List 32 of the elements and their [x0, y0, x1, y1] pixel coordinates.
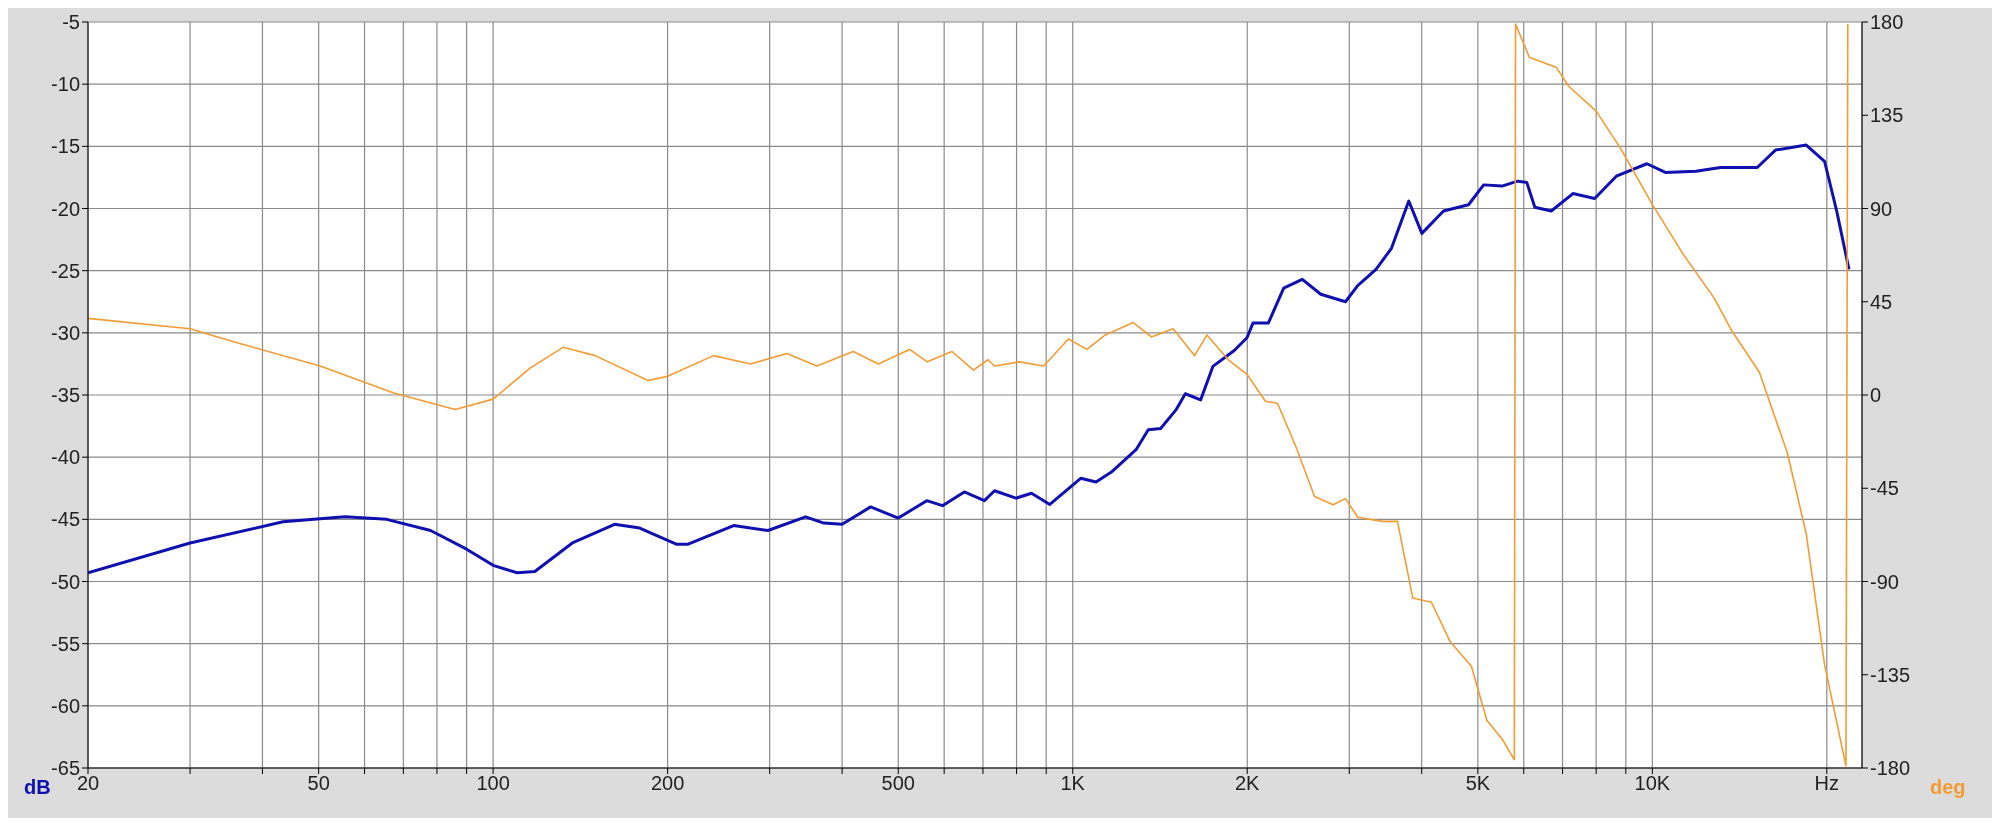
y2-tick-label: -135	[1870, 663, 1911, 686]
x-tick-label: 500	[881, 772, 915, 795]
y-tick-label: -30	[51, 321, 80, 344]
y2-tick-label: 90	[1870, 197, 1893, 220]
y2-tick-label: 180	[1870, 11, 1904, 34]
x-tick-label: 200	[650, 772, 685, 795]
x-tick-label: 50	[307, 772, 330, 795]
y-tick-label: -15	[51, 135, 80, 158]
y2-tick-label: -180	[1870, 757, 1911, 780]
y-tick-label: -60	[51, 694, 80, 717]
y-tick-label: -20	[51, 197, 80, 220]
x-tick-label: Hz	[1814, 772, 1840, 795]
y-tick-label: -25	[51, 259, 80, 282]
y-tick-label: -40	[51, 446, 80, 469]
y-tick-label: -35	[51, 384, 80, 407]
y2-tick-label: -45	[1870, 477, 1899, 500]
y2-tick-label: 45	[1870, 290, 1893, 313]
y-axis-title: dB	[24, 776, 51, 799]
y-tick-label: -5	[62, 11, 80, 34]
y-tick-label: -55	[51, 632, 80, 655]
y-tick-label: -50	[51, 570, 80, 593]
y2-tick-label: -90	[1870, 570, 1899, 593]
y-tick-label: -10	[51, 73, 80, 96]
x-tick-label: 1K	[1060, 772, 1086, 795]
x-tick-label: 10K	[1634, 772, 1671, 795]
y2-axis-title: deg	[1930, 776, 1966, 799]
x-tick-label: 2K	[1234, 772, 1261, 795]
y-tick-label: -45	[51, 508, 80, 531]
y2-tick-label: 135	[1870, 104, 1904, 127]
x-tick-label: 100	[476, 772, 510, 795]
x-tick-label: 5K	[1465, 772, 1491, 795]
y2-tick-label: 0	[1870, 384, 1882, 407]
